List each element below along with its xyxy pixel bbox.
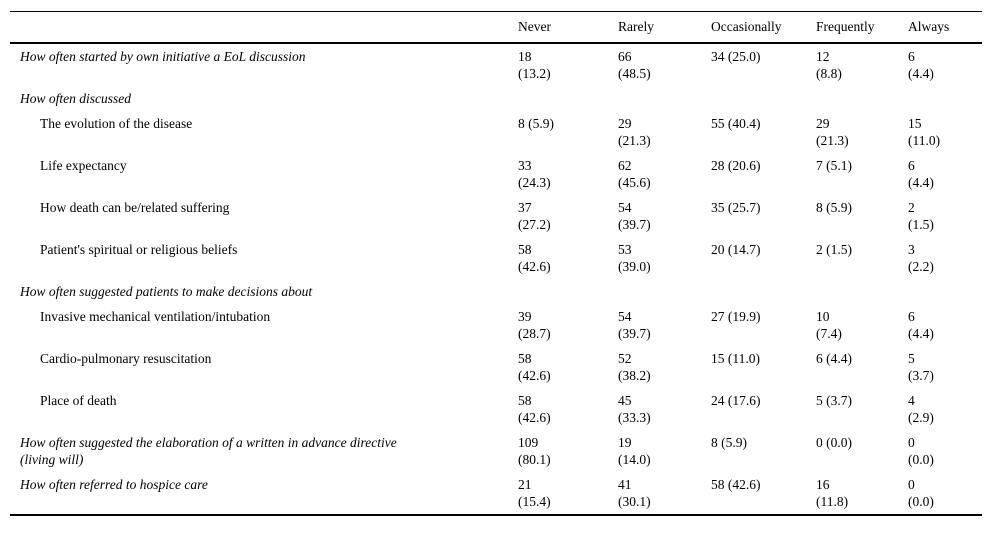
data-cell: 8 (5.9) xyxy=(816,200,852,215)
data-cell: 54 (39.7) xyxy=(618,309,651,341)
table-row: The evolution of the disease 8 (5.9) 29 (2… xyxy=(10,111,982,153)
data-cell: 39 (28.7) xyxy=(518,309,551,341)
data-cell: 0 (0.0) xyxy=(908,435,934,467)
data-cell: 3 (2.2) xyxy=(908,242,934,274)
table-row: Place of death 58 (42.6) 45 (33.3) 24 (17.6… xyxy=(10,388,982,430)
data-cell: 41 (30.1) xyxy=(618,477,651,509)
data-cell: 2 (1.5) xyxy=(908,200,934,232)
table-header-row: Never Rarely Occasionally Frequently Always xyxy=(10,12,982,44)
data-cell: 15 (11.0) xyxy=(711,351,760,366)
data-cell xyxy=(618,86,711,111)
data-cell: 12 (8.8) xyxy=(816,49,842,81)
data-cell xyxy=(618,279,711,304)
data-cell: 0 (0.0) xyxy=(816,435,852,450)
data-cell: 16 (11.8) xyxy=(816,477,849,509)
data-cell: 29 (21.3) xyxy=(618,116,651,148)
paper-table-container: Never Rarely Occasionally Frequently Always … xyxy=(10,11,982,516)
row-label: Invasive mechanical ventilation/intubati… xyxy=(40,309,271,324)
data-cell xyxy=(711,279,816,304)
data-cell xyxy=(518,86,618,111)
data-cell xyxy=(816,86,908,111)
column-header: Always xyxy=(908,19,950,34)
row-label: Place of death xyxy=(40,393,117,408)
data-cell: 6 (4.4) xyxy=(908,158,934,190)
column-header-empty xyxy=(10,12,518,44)
row-label: How death can be/related suffering xyxy=(40,200,230,215)
data-cell: 18 (13.2) xyxy=(518,49,551,81)
data-cell: 58 (42.6) xyxy=(518,351,551,383)
data-cell: 5 (3.7) xyxy=(816,393,852,408)
row-label: Life expectancy xyxy=(40,158,127,173)
row-label: How often suggested patients to make dec… xyxy=(20,284,313,299)
data-cell: 35 (25.7) xyxy=(711,200,761,215)
data-cell: 6 (4.4) xyxy=(816,351,852,366)
data-cell: 58 (42.6) xyxy=(518,393,551,425)
table-row: How often suggested patients to make dec… xyxy=(10,279,982,304)
data-cell: 0 (0.0) xyxy=(908,477,934,509)
data-cell: 33 (24.3) xyxy=(518,158,551,190)
data-cell: 15 (11.0) xyxy=(908,116,941,148)
data-cell: 24 (17.6) xyxy=(711,393,761,408)
data-cell: 6 (4.4) xyxy=(908,49,934,81)
column-header: Occasionally xyxy=(711,19,782,34)
row-label: Patient's spiritual or religious beliefs xyxy=(40,242,238,257)
data-cell: 7 (5.1) xyxy=(816,158,852,173)
data-cell: 19 (14.0) xyxy=(618,435,651,467)
data-cell: 58 (42.6) xyxy=(518,242,551,274)
data-cell: 54 (39.7) xyxy=(618,200,651,232)
data-cell: 28 (20.6) xyxy=(711,158,761,173)
data-cell: 10 (7.4) xyxy=(816,309,842,341)
data-cell: 2 (1.5) xyxy=(816,242,852,257)
row-label: How often started by own initiative a Eo… xyxy=(20,49,306,64)
table-row: How death can be/related suffering 37 (27… xyxy=(10,195,982,237)
data-cell: 6 (4.4) xyxy=(908,309,934,341)
row-label: How often referred to hospice care xyxy=(20,477,208,492)
table-header: Never Rarely Occasionally Frequently Always xyxy=(10,12,982,44)
column-header: Never xyxy=(518,19,551,34)
data-cell: 27 (19.9) xyxy=(711,309,761,324)
table-row: How often started by own initiative a Eo… xyxy=(10,43,982,86)
data-cell xyxy=(908,279,982,304)
table-row: How often referred to hospice care 21 (15… xyxy=(10,472,982,515)
data-cell: 62 (45.6) xyxy=(618,158,651,190)
data-cell xyxy=(816,279,908,304)
data-cell: 34 (25.0) xyxy=(711,49,761,64)
row-label: How often discussed xyxy=(20,91,131,106)
table-row: Life expectancy 33 (24.3) 62 (45.6) 28 (20.… xyxy=(10,153,982,195)
data-cell: 52 (38.2) xyxy=(618,351,651,383)
data-cell: 58 (42.6) xyxy=(711,477,761,492)
data-cell xyxy=(518,279,618,304)
data-cell: 21 (15.4) xyxy=(518,477,551,509)
table-row: Patient's spiritual or religious beliefs… xyxy=(10,237,982,279)
data-cell: 20 (14.7) xyxy=(711,242,761,257)
table-body: How often started by own initiative a Eo… xyxy=(10,43,982,515)
data-cell: 53 (39.0) xyxy=(618,242,651,274)
column-header: Rarely xyxy=(618,19,654,34)
table-row: How often discussed xyxy=(10,86,982,111)
table-row: Invasive mechanical ventilation/intubati… xyxy=(10,304,982,346)
frequency-table: Never Rarely Occasionally Frequently Always … xyxy=(10,11,982,516)
row-label: The evolution of the disease xyxy=(40,116,193,131)
data-cell: 45 (33.3) xyxy=(618,393,651,425)
data-cell xyxy=(908,86,982,111)
data-cell: 109 (80.1) xyxy=(518,435,551,467)
table-row: Cardio-pulmonary resuscitation 58 (42.6) 5… xyxy=(10,346,982,388)
data-cell: 55 (40.4) xyxy=(711,116,761,131)
data-cell xyxy=(711,86,816,111)
data-cell: 8 (5.9) xyxy=(518,116,554,131)
table-row: How often suggested the elaboration of a… xyxy=(10,430,982,472)
data-cell: 29 (21.3) xyxy=(816,116,849,148)
data-cell: 37 (27.2) xyxy=(518,200,551,232)
column-header: Frequently xyxy=(816,19,875,34)
data-cell: 4 (2.9) xyxy=(908,393,934,425)
data-cell: 66 (48.5) xyxy=(618,49,651,81)
data-cell: 5 (3.7) xyxy=(908,351,934,383)
row-label: How often suggested the elaboration of a… xyxy=(20,435,397,467)
data-cell: 8 (5.9) xyxy=(711,435,747,450)
row-label: Cardio-pulmonary resuscitation xyxy=(40,351,212,366)
